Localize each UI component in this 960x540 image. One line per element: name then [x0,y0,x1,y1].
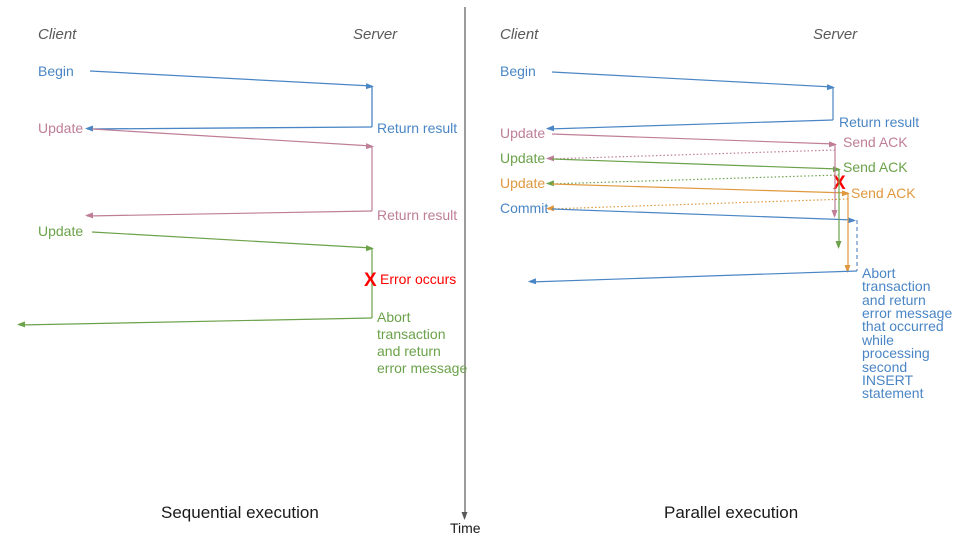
svg-text:Begin: Begin [500,63,536,79]
svg-text:transaction: transaction [377,326,445,342]
svg-text:Sequential execution: Sequential execution [161,503,319,522]
svg-text:Server: Server [813,26,858,43]
svg-text:Update: Update [500,175,545,191]
svg-text:Send ACK: Send ACK [843,134,908,150]
svg-text:Parallel execution: Parallel execution [664,503,798,522]
svg-text:and return: and return [377,343,441,359]
svg-text:Return result: Return result [839,114,919,130]
svg-text:statement: statement [862,385,924,401]
svg-text:Begin: Begin [38,63,74,79]
svg-text:Client: Client [500,26,539,43]
svg-text:Update: Update [38,223,83,239]
svg-text:Return result: Return result [377,207,457,223]
svg-text:Time: Time [450,520,481,536]
svg-text:Server: Server [353,26,398,43]
svg-text:Send ACK: Send ACK [843,159,908,175]
svg-text:error message: error message [377,360,467,376]
svg-text:Abort: Abort [377,309,411,325]
svg-text:Error occurs: Error occurs [380,271,456,287]
svg-text:Update: Update [500,125,545,141]
svg-text:Send ACK: Send ACK [851,185,916,201]
svg-text:Client: Client [38,26,77,43]
svg-text:Update: Update [500,150,545,166]
svg-text:Return result: Return result [377,120,457,136]
svg-text:Update: Update [38,120,83,136]
svg-text:Commit: Commit [500,200,548,216]
svg-text:X: X [364,270,377,291]
